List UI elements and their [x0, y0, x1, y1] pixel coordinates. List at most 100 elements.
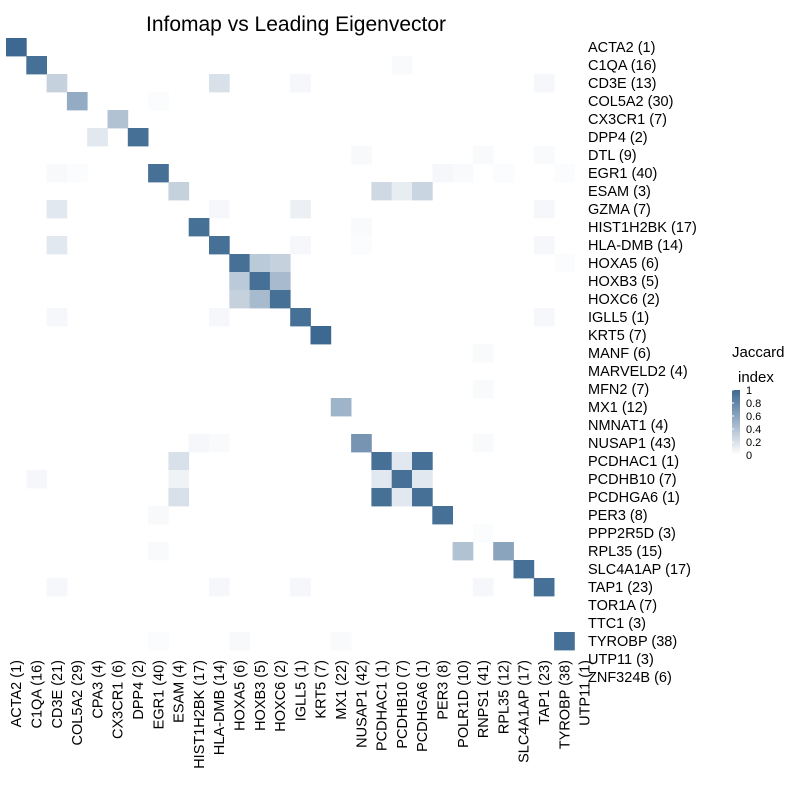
heatmap-cell [269, 254, 291, 273]
row-label: COL5A2 (30) [588, 94, 673, 110]
heatmap-cell [168, 470, 190, 489]
heatmap-cell [209, 200, 230, 219]
row-label: C1QA (16) [588, 58, 657, 74]
heatmap-cell [290, 578, 311, 597]
heatmap-cell [351, 146, 372, 165]
row-label: TTC1 (3) [588, 616, 646, 632]
heatmap-cell [148, 92, 169, 111]
heatmap-cell [209, 434, 230, 453]
column-label: RNPS1 (41) [476, 660, 492, 738]
row-label: HOXC6 (2) [588, 292, 660, 308]
heatmap-cell [66, 92, 88, 111]
heatmap-cell [269, 290, 291, 309]
column-label: C1QA (16) [29, 660, 45, 729]
row-label: EGR1 (40) [588, 166, 657, 182]
row-label: RPL35 (15) [588, 544, 662, 560]
legend-title-line-2: index [738, 369, 774, 386]
heatmap-cell [148, 542, 169, 561]
heatmap-cell [290, 74, 311, 93]
column-label: SLC4A1AP (17) [517, 660, 533, 763]
heatmap-cells [6, 38, 575, 651]
column-label: PCDHAC1 (1) [375, 660, 391, 751]
heatmap-cell [6, 38, 27, 57]
heatmap-cell [229, 290, 250, 309]
column-labels: ACTA2 (1) C1QA (16) CD3E (21) COL5A2 (29) CP… [9, 660, 593, 769]
row-label: DPP4 (2) [588, 130, 648, 146]
heatmap-cell [249, 254, 271, 273]
legend-tick-label: 0.8 [746, 398, 761, 410]
column-label: DPP4 (2) [131, 660, 147, 720]
row-label: PCDHAC1 (1) [588, 454, 679, 470]
heatmap-cell [249, 290, 271, 309]
heatmap-cell [46, 578, 68, 597]
row-label: CX3CR1 (7) [588, 112, 667, 128]
row-label: HLA-DMB (14) [588, 238, 683, 254]
heatmap-cell [452, 164, 474, 183]
chart-title: Infomap vs Leading Eigenvector [146, 13, 446, 36]
heatmap-cell [26, 56, 47, 75]
heatmap-cell [330, 398, 352, 417]
heatmap-cell [209, 308, 230, 327]
heatmap-cell [46, 236, 68, 255]
row-label: CD3E (13) [588, 76, 657, 92]
heatmap-cell [412, 488, 433, 507]
column-label: EGR1 (40) [151, 660, 167, 729]
heatmap-cell [310, 326, 332, 345]
heatmap-cell [46, 164, 68, 183]
column-label: COL5A2 (29) [70, 660, 86, 745]
heatmap-cell [249, 272, 271, 291]
row-label: MX1 (12) [588, 400, 648, 416]
column-label: KRT5 (7) [314, 660, 330, 719]
row-label: NMNAT1 (4) [588, 418, 668, 434]
heatmap-cell [46, 308, 68, 327]
heatmap-cell [554, 632, 575, 651]
legend-colorbar [732, 390, 740, 455]
heatmap-cell [472, 146, 494, 165]
column-label: POLR1D (10) [456, 660, 472, 748]
heatmap-cell [46, 200, 68, 219]
heatmap-cell [26, 470, 47, 489]
heatmap-cell [554, 254, 575, 273]
heatmap-cell [412, 470, 433, 489]
column-label: PER3 (8) [435, 660, 451, 720]
legend-tick-label: 0.2 [746, 437, 761, 449]
heatmap-cell [290, 200, 311, 219]
legend-tick-label: 0.6 [746, 411, 761, 423]
row-label: MFN2 (7) [588, 382, 649, 398]
row-label: TAP1 (23) [588, 580, 653, 596]
legend-ticks: 10.80.60.40.20 [732, 385, 761, 462]
heatmap-cell [391, 470, 413, 489]
column-label: RPL35 (12) [496, 660, 512, 734]
column-label: CX3CR1 (6) [111, 660, 127, 739]
legend: Jaccard index 10.80.60.40.20 [732, 344, 785, 462]
row-label: SLC4A1AP (17) [588, 562, 691, 578]
heatmap-cell [391, 56, 413, 75]
column-label: CD3E (21) [50, 660, 66, 729]
row-label: IGLL5 (1) [588, 310, 649, 326]
heatmap-cell [391, 182, 413, 201]
heatmap-cell [168, 182, 190, 201]
heatmap-cell [452, 542, 474, 561]
heatmap-cell [533, 146, 555, 165]
column-label: CPA3 (4) [90, 660, 106, 719]
row-label: MARVELD2 (4) [588, 364, 688, 380]
column-label: ESAM (4) [172, 660, 188, 723]
row-labels: ACTA2 (1) C1QA (16) CD3E (13) COL5A2 (30) CX… [588, 40, 697, 686]
row-label: PCDHGA6 (1) [588, 490, 680, 506]
column-label: PCDHGA6 (1) [415, 660, 431, 752]
row-label: HOXB3 (5) [588, 274, 659, 290]
heatmap-cell [493, 542, 514, 561]
heatmap-cell [209, 578, 230, 597]
column-label: UTP11 (1) [578, 660, 594, 726]
heatmap-cell [351, 218, 372, 237]
heatmap-cell [472, 524, 494, 543]
column-label: HLA-DMB (14) [212, 660, 228, 755]
heatmap-cell [533, 236, 555, 255]
column-label: ACTA2 (1) [9, 660, 25, 727]
heatmap-cell [46, 74, 68, 93]
column-label: HOXC6 (2) [273, 660, 289, 732]
row-label: PER3 (8) [588, 508, 648, 524]
heatmap-cell [229, 272, 250, 291]
heatmap-cell [269, 272, 291, 291]
